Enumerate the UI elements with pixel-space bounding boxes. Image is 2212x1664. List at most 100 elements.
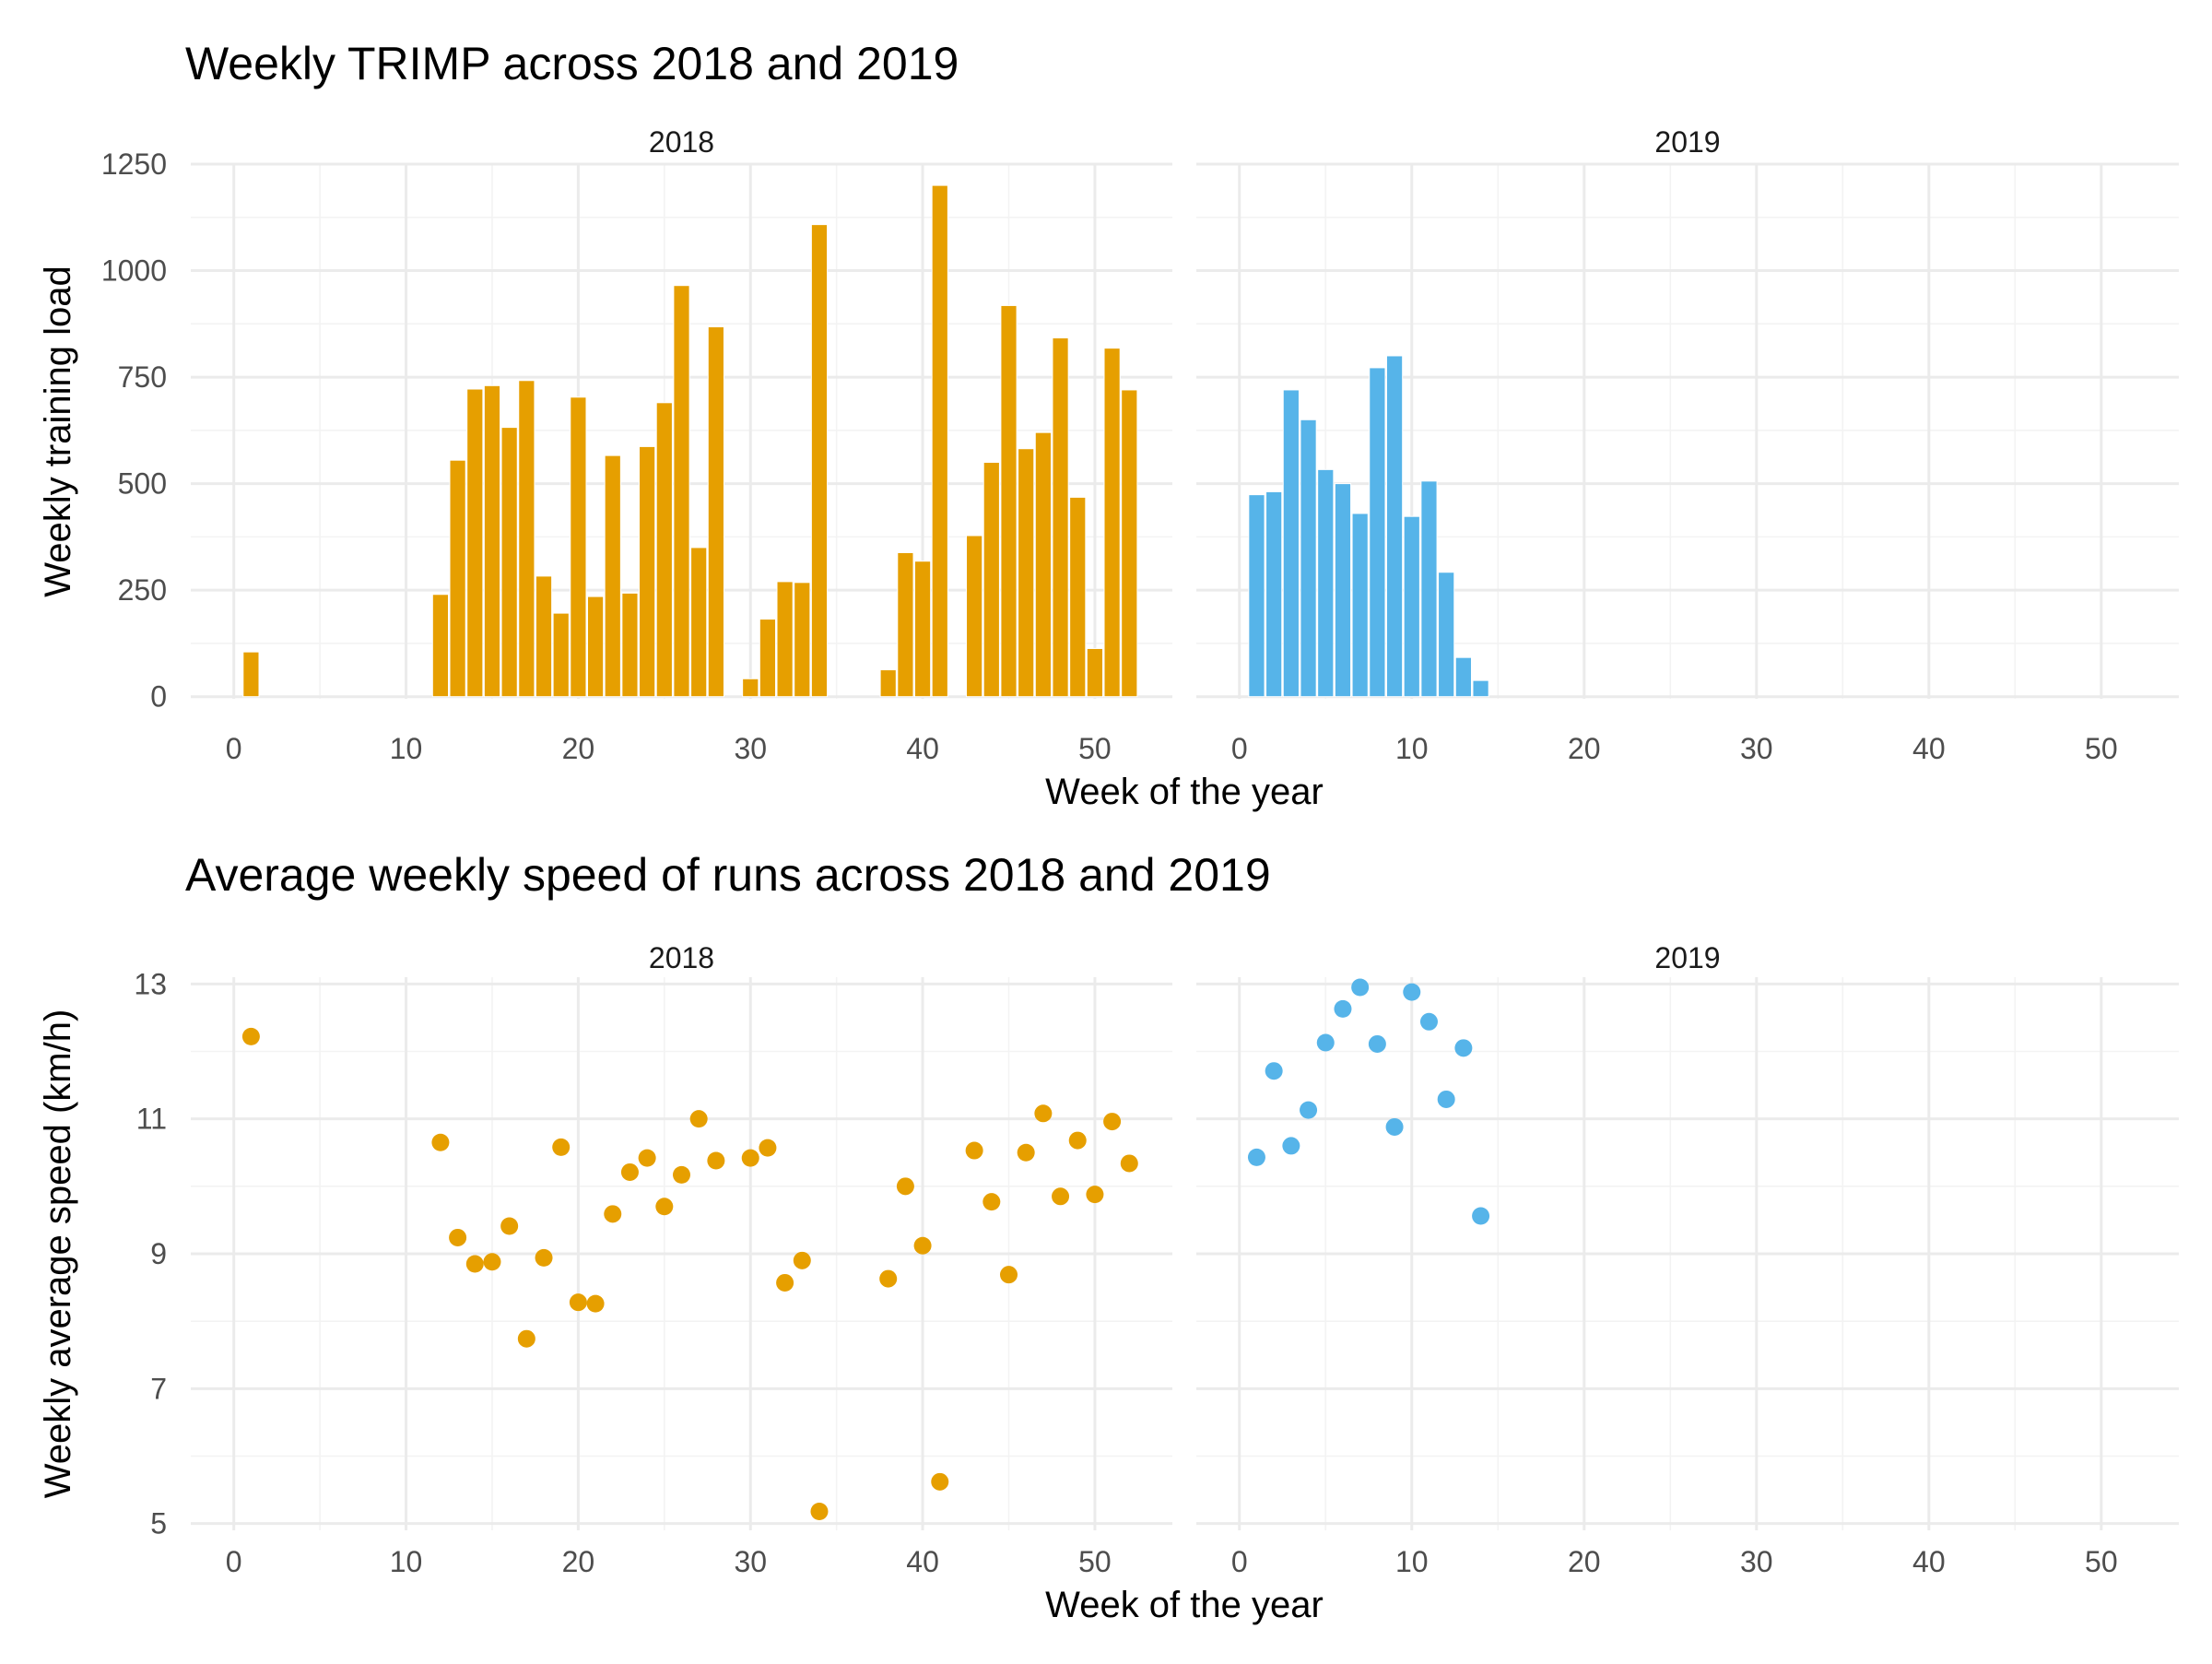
x-tick-label: 40 <box>906 1545 939 1578</box>
point-speed-2018-week-12 <box>431 1133 450 1151</box>
x-tick-label: 20 <box>1568 732 1601 765</box>
bar-trimp-2018-week-49 <box>1069 496 1087 698</box>
bar-trimp-2018-week-39 <box>897 551 914 698</box>
bar-trimp-2018-week-45 <box>1000 304 1018 698</box>
point-speed-2018-week-28 <box>707 1151 725 1170</box>
point-speed-2018-week-51 <box>1103 1113 1122 1131</box>
x-tick-label: 0 <box>1231 1545 1248 1578</box>
panel-trimp-2019: 0 10 20 30 40 50 <box>1196 162 2179 765</box>
y-tick-label: 250 <box>118 573 167 607</box>
bar-trimp-2018-week-30 <box>742 678 759 698</box>
point-speed-2018-week-17 <box>517 1329 535 1348</box>
chart-title-trimp: Weekly TRIMP across 2018 and 2019 <box>185 38 959 89</box>
point-speed-2018-week-48 <box>1052 1187 1070 1206</box>
point-speed-2018-week-19 <box>552 1138 571 1156</box>
point-speed-2018-week-20 <box>569 1293 587 1312</box>
bar-trimp-2018-week-1 <box>242 651 260 698</box>
bar-trimp-2018-week-52 <box>1121 389 1138 698</box>
bar-trimp-2018-week-41 <box>931 184 948 698</box>
x-tick-label: 10 <box>390 732 423 765</box>
bar-trimp-2018-week-23 <box>621 592 639 698</box>
point-speed-2019-week-4 <box>1300 1101 1318 1119</box>
x-tick-label: 30 <box>1740 732 1773 765</box>
chart-title-speed: Average weekly speed of runs across 2018… <box>185 849 1271 901</box>
bar-trimp-2018-week-47 <box>1034 431 1052 698</box>
bar-trimp-2019-week-12 <box>1438 572 1455 698</box>
bar-trimp-2018-week-38 <box>879 669 897 698</box>
y-axis-title-speed: Weekly average speed (km/h) <box>38 1009 78 1499</box>
y-tick-label: 750 <box>118 360 167 394</box>
bar-trimp-2019-week-14 <box>1472 679 1489 698</box>
bar-trimp-2018-week-12 <box>431 594 450 698</box>
bar-trimp-2018-week-50 <box>1086 647 1104 698</box>
bar-trimp-2019-week-13 <box>1454 656 1472 698</box>
bar-trimp-2018-week-44 <box>982 462 1000 698</box>
panel-strip-speed-2018: 2018 <box>649 941 714 974</box>
bar-trimp-2018-week-28 <box>707 326 724 698</box>
point-speed-2019-week-14 <box>1472 1207 1490 1225</box>
point-speed-2018-week-41 <box>931 1472 949 1491</box>
bar-trimp-2018-week-14 <box>466 388 484 698</box>
x-tick-label: 40 <box>1912 1545 1946 1578</box>
point-speed-2018-week-34 <box>810 1503 829 1521</box>
panel-strip-trimp-2019: 2019 <box>1654 125 1720 159</box>
y-tick-label: 500 <box>118 467 167 501</box>
point-speed-2018-week-44 <box>982 1193 1001 1211</box>
y-axis-title-trimp: Weekly training load <box>38 266 78 596</box>
point-speed-2018-week-22 <box>604 1205 622 1223</box>
point-speed-2018-week-26 <box>673 1165 690 1184</box>
point-speed-2019-week-6 <box>1334 999 1352 1018</box>
bar-trimp-2018-week-27 <box>690 547 708 698</box>
point-speed-2019-week-1 <box>1247 1148 1265 1166</box>
bar-trimp-2018-week-32 <box>776 581 794 698</box>
x-tick-label: 50 <box>1078 1545 1112 1578</box>
x-tick-label: 10 <box>1395 1545 1429 1578</box>
y-tick-label: 5 <box>150 1507 167 1540</box>
bar-trimp-2018-week-15 <box>483 384 501 698</box>
bar-trimp-2018-week-19 <box>552 612 570 698</box>
point-speed-2018-week-14 <box>465 1255 484 1273</box>
point-speed-2018-week-27 <box>689 1110 708 1128</box>
bar-trimp-2018-week-33 <box>794 582 811 698</box>
bar-trimp-2018-week-26 <box>673 285 690 698</box>
x-tick-label: 30 <box>1740 1545 1773 1578</box>
bar-trimp-2018-week-51 <box>1103 348 1121 698</box>
y-tick-label: 1250 <box>101 148 167 181</box>
point-speed-2018-week-45 <box>1000 1266 1018 1284</box>
bar-trimp-2018-week-24 <box>639 445 656 698</box>
point-speed-2018-week-46 <box>1017 1143 1035 1162</box>
point-speed-2019-week-11 <box>1419 1012 1438 1031</box>
bar-trimp-2019-week-1 <box>1248 494 1265 698</box>
bar-trimp-2019-week-10 <box>1403 515 1420 698</box>
point-speed-2018-week-21 <box>586 1294 605 1313</box>
bar-trimp-2019-week-8 <box>1369 367 1386 698</box>
point-speed-2018-week-50 <box>1086 1186 1104 1204</box>
point-speed-2018-week-25 <box>655 1198 674 1216</box>
x-tick-label: 50 <box>2085 732 2118 765</box>
x-tick-label: 40 <box>1912 732 1946 765</box>
bar-trimp-2018-week-34 <box>810 224 829 698</box>
point-speed-2018-week-49 <box>1068 1131 1087 1150</box>
point-speed-2018-week-30 <box>741 1149 759 1167</box>
point-speed-2018-week-43 <box>965 1141 983 1160</box>
point-speed-2018-week-39 <box>896 1177 914 1196</box>
bar-trimp-2018-week-46 <box>1018 448 1035 698</box>
bar-trimp-2019-week-9 <box>1385 355 1404 698</box>
point-speed-2018-week-16 <box>500 1217 519 1235</box>
x-tick-label: 40 <box>906 732 939 765</box>
x-tick-label: 50 <box>2085 1545 2118 1578</box>
y-tick-label: 9 <box>150 1237 167 1270</box>
point-speed-2018-week-31 <box>759 1139 777 1157</box>
bar-trimp-2018-week-13 <box>449 459 466 698</box>
y-tick-label: 11 <box>136 1103 167 1136</box>
bar-trimp-2018-week-21 <box>586 596 605 698</box>
point-speed-2019-week-8 <box>1368 1034 1386 1053</box>
panel-strip-trimp-2018: 2018 <box>649 125 714 159</box>
bar-trimp-2019-week-3 <box>1282 389 1300 698</box>
x-tick-label: 10 <box>1395 732 1429 765</box>
bar-trimp-2018-week-22 <box>604 454 621 698</box>
bar-trimp-2018-week-25 <box>655 402 673 698</box>
x-tick-label: 30 <box>734 732 767 765</box>
point-speed-2018-week-52 <box>1120 1154 1138 1173</box>
